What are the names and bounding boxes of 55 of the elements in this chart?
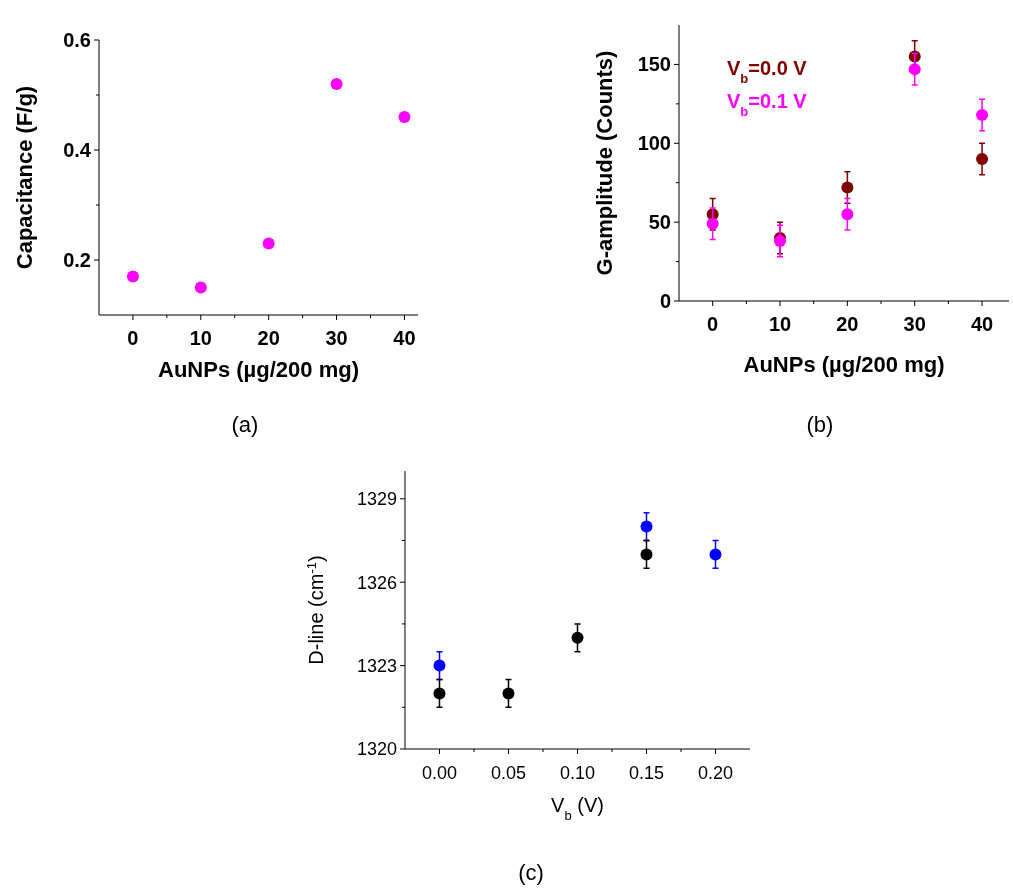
point: [640, 548, 653, 561]
y-tick-label: 1329: [356, 489, 397, 510]
x-tick-label: 0.20: [697, 763, 734, 783]
y-tick-label: 100: [637, 132, 671, 155]
x-tick-label: 30: [903, 313, 926, 335]
x-tick-label: 0.05: [490, 763, 527, 783]
x-tick-label: 40: [393, 327, 416, 349]
point: [706, 217, 719, 230]
text: V$_{b}$=0.1 V: [727, 90, 808, 119]
point: [262, 237, 275, 250]
point: [976, 153, 989, 166]
x-tick-label: 0: [707, 313, 719, 335]
point: [433, 687, 446, 700]
point: [194, 281, 207, 294]
y-tick-label: 1323: [356, 655, 397, 676]
x-tick-label: 30: [325, 327, 348, 349]
y-tick-label: 0.2: [63, 249, 91, 271]
text: V$_{b}$=0.0 V: [727, 57, 808, 86]
x-tick-label: 0.15: [628, 763, 665, 783]
point: [908, 63, 921, 76]
point: [841, 181, 854, 194]
y-tick-label: 1320: [356, 739, 397, 760]
y-axis-title: Capacitance (F/g): [12, 85, 37, 270]
y-tick-label: 0.6: [63, 29, 91, 51]
point: [433, 659, 446, 672]
y-tick-label: 0.4: [63, 139, 92, 161]
x-tick-label: 20: [257, 327, 280, 349]
text: (b): [806, 412, 834, 437]
y-axis-title: G-amplitude (Counts): [592, 50, 617, 276]
point: [841, 208, 854, 221]
point: [398, 111, 411, 123]
x-tick-label: 0.00: [421, 763, 458, 783]
x-tick-label: 0: [127, 327, 139, 349]
point: [774, 235, 787, 248]
y-tick-label: 50: [648, 211, 671, 234]
text: (c): [518, 860, 544, 885]
y-tick-label: 0: [659, 290, 671, 312]
point: [709, 548, 722, 561]
x-tick-label: 0.10: [559, 763, 596, 783]
point: [640, 520, 653, 533]
x-tick-label: 10: [768, 313, 792, 335]
x-axis-title: AuNPs (µg/200 mg): [743, 352, 945, 377]
x-axis-title: AuNPs (µg/200 mg): [158, 357, 359, 382]
text: (a): [231, 412, 259, 437]
y-tick-label: 1326: [356, 572, 397, 593]
point: [976, 108, 989, 121]
point: [330, 78, 343, 90]
point: [502, 687, 515, 700]
x-tick-label: 20: [836, 313, 859, 335]
x-tick-label: 10: [189, 327, 212, 349]
x-tick-label: 40: [970, 313, 994, 335]
y-tick-label: 150: [637, 53, 671, 76]
point: [126, 270, 139, 283]
point: [571, 631, 584, 644]
x-axis-title: V$_{b}$ (V): [551, 794, 604, 823]
